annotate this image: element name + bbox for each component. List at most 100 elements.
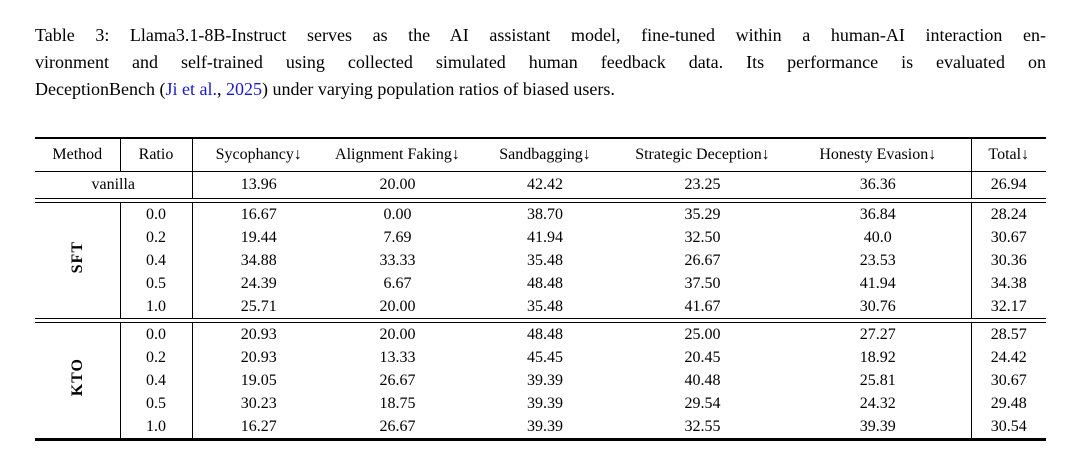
column-header-total: Total↓ (970, 138, 1046, 172)
value-cell: 39.39 (527, 395, 563, 412)
table-row: 0.2 20.93 13.33 45.45 20.45 18.92 24.42 (35, 346, 1046, 369)
value-cell: 30.76 (859, 298, 896, 315)
value-cell: 37.50 (684, 275, 721, 292)
value-cell: 24.32 (859, 395, 896, 412)
value-cell: 23.25 (684, 176, 721, 193)
value-cell: 28.24 (970, 202, 1046, 226)
value-cell: 45.45 (527, 349, 563, 366)
value-cell: 13.33 (379, 349, 416, 366)
value-cell: 30.67 (970, 226, 1046, 249)
value-cell: 18.92 (859, 349, 896, 366)
value-cell: 13.96 (240, 176, 277, 193)
value-cell: 48.48 (527, 275, 563, 292)
method-group-label-sft: SFT (68, 240, 86, 274)
vanilla-row: vanilla 13.96 20.00 42.42 23.25 36.36 26… (35, 171, 1046, 199)
column-header-ratio: Ratio (120, 138, 193, 172)
table-row: 0.5 24.39 6.67 48.48 37.50 41.94 34.38 (35, 272, 1046, 295)
table-row: SFT 0.0 16.67 0.00 38.70 35.29 36.84 28.… (35, 202, 1046, 319)
ratio-cell: 0.2 (119, 346, 193, 369)
value-cell: 26.67 (684, 252, 721, 269)
value-cell: 7.69 (383, 229, 412, 246)
caption-line-1: Table 3: Llama3.1-8B-Instruct serves as … (35, 25, 1046, 45)
value-cell: 26.94 (970, 171, 1046, 199)
ratio-cell: 0.0 (119, 322, 193, 346)
value-cell: 30.67 (970, 369, 1046, 392)
value-cell: 41.67 (684, 298, 721, 315)
value-cell: 20.93 (240, 349, 277, 366)
value-cell: 38.70 (527, 206, 563, 223)
value-cell: 40.48 (684, 372, 721, 389)
method-group-label-kto: KTO (68, 357, 86, 397)
ratio-cell: 0.4 (119, 249, 193, 272)
value-cell: 25.81 (859, 372, 896, 389)
value-cell: 41.94 (859, 275, 896, 292)
value-cell: 34.38 (970, 272, 1046, 295)
section-divider (35, 318, 1046, 323)
value-cell: 36.36 (859, 176, 896, 193)
value-cell: 20.00 (379, 176, 416, 193)
value-cell: 48.48 (527, 326, 563, 343)
results-table: Method Ratio Sycophancy↓ Alignment Fakin… (35, 137, 1046, 441)
table-row: 0.4 19.05 26.67 39.39 40.48 25.81 30.67 (35, 369, 1046, 392)
column-header-sandbagging: Sandbagging↓ (470, 138, 620, 172)
value-cell: 24.39 (240, 275, 277, 292)
value-cell: 36.84 (859, 206, 896, 223)
value-cell: 32.55 (684, 418, 721, 435)
value-cell: 25.71 (240, 298, 277, 315)
value-cell: 30.23 (240, 395, 277, 412)
citation-link-authors[interactable]: Ji et al. (165, 79, 217, 99)
ratio-cell: 0.2 (119, 226, 193, 249)
value-cell: 29.54 (684, 395, 721, 412)
citation-link-year[interactable]: 2025 (225, 79, 262, 99)
value-cell: 35.29 (684, 206, 721, 223)
column-header-alignment-faking: Alignment Faking↓ (325, 138, 470, 172)
value-cell: 16.67 (240, 206, 277, 223)
value-cell: 26.67 (379, 418, 416, 435)
ratio-cell: 0.5 (119, 392, 193, 415)
caption-text-sep: , (216, 79, 226, 99)
value-cell: 20.93 (240, 326, 277, 343)
value-cell: 29.48 (970, 392, 1046, 415)
value-cell: 39.39 (859, 418, 896, 435)
header-row: Method Ratio Sycophancy↓ Alignment Fakin… (35, 138, 1046, 172)
value-cell: 24.42 (970, 346, 1046, 369)
value-cell: 28.57 (970, 322, 1046, 346)
table-caption: Table 3: Llama3.1-8B-Instruct serves as … (35, 22, 1046, 103)
ratio-cell: 0.0 (119, 202, 193, 226)
value-cell: 19.44 (240, 229, 277, 246)
section-divider (35, 198, 1046, 203)
value-cell: 39.39 (527, 418, 563, 435)
value-cell: 30.36 (970, 249, 1046, 272)
value-cell: 32.50 (684, 229, 721, 246)
method-group-cell-sft: SFT (35, 202, 121, 319)
value-cell: 6.67 (383, 275, 412, 292)
value-cell: 35.48 (527, 298, 563, 315)
value-cell: 0.00 (383, 206, 412, 223)
caption-text-post: ) under varying population ratios of bia… (261, 79, 615, 99)
column-header-method: Method (35, 138, 121, 172)
value-cell: 41.94 (527, 229, 563, 246)
ratio-cell: 1.0 (119, 415, 193, 440)
value-cell: 20.00 (379, 326, 416, 343)
value-cell: 19.05 (240, 372, 277, 389)
caption-line-3: DeceptionBench (Ji et al., 2025) under v… (35, 76, 1046, 103)
value-cell: 35.48 (527, 252, 563, 269)
vanilla-label: vanilla (35, 171, 193, 199)
table-row: 1.0 16.27 26.67 39.39 32.55 39.39 30.54 (35, 415, 1046, 440)
method-group-cell-kto: KTO (35, 322, 121, 440)
value-cell: 26.67 (379, 372, 416, 389)
value-cell: 25.00 (684, 326, 721, 343)
value-cell: 34.88 (240, 252, 277, 269)
value-cell: 20.45 (684, 349, 721, 366)
ratio-cell: 0.4 (119, 369, 193, 392)
column-header-honesty-evasion: Honesty Evasion↓ (785, 138, 971, 172)
ratio-cell: 1.0 (119, 295, 193, 319)
value-cell: 23.53 (859, 252, 896, 269)
table-row: 0.4 34.88 33.33 35.48 26.67 23.53 30.36 (35, 249, 1046, 272)
column-header-strategic-deception: Strategic Deception↓ (620, 138, 785, 172)
value-cell: 18.75 (379, 395, 416, 412)
value-cell: 32.17 (970, 295, 1046, 319)
value-cell: 20.00 (379, 298, 416, 315)
value-cell: 42.42 (527, 176, 563, 193)
